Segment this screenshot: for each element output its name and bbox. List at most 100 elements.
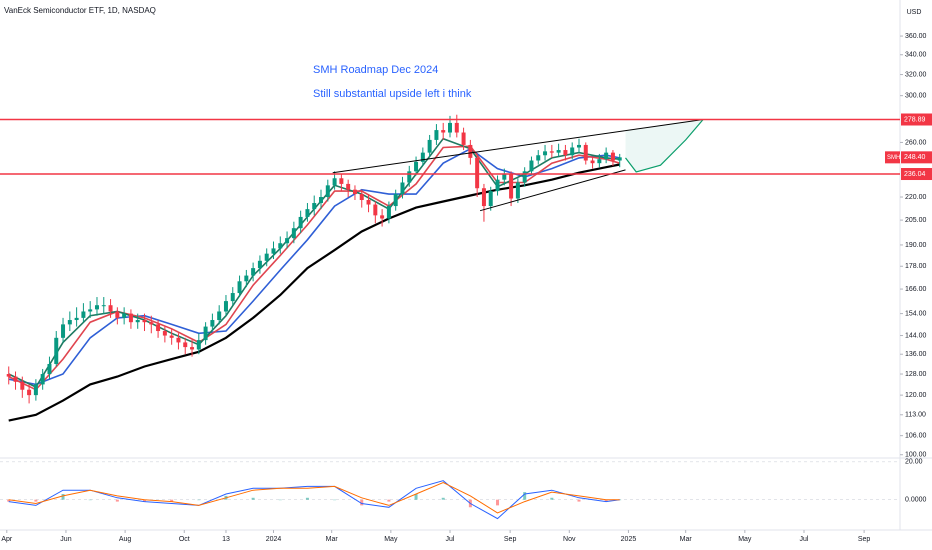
candle-body [597, 159, 602, 164]
y-tick-label: 136.00 [905, 351, 927, 358]
last-price-label: 248.40 [904, 154, 926, 161]
candle-body [481, 188, 486, 207]
candle-body [583, 144, 588, 161]
candle-body [543, 151, 548, 156]
candle-body [156, 324, 161, 332]
macd-histogram-bar [278, 499, 282, 501]
candle-body [563, 150, 568, 156]
candle-body [298, 216, 303, 229]
candle-body [210, 320, 215, 327]
price-label-box [901, 168, 932, 181]
y-tick-label: 128.00 [905, 371, 927, 378]
candle-body [509, 174, 514, 199]
candle-body [33, 384, 38, 396]
candle-body [454, 122, 459, 133]
candle-body [162, 331, 167, 336]
candle-body [352, 189, 357, 195]
y-tick-label: 144.00 [905, 332, 927, 339]
currency-label: USD [907, 9, 922, 16]
x-tick-label: Jul [446, 536, 455, 543]
x-tick-label: Apr [1, 536, 13, 543]
candle-body [325, 185, 330, 198]
candle-body [217, 311, 222, 321]
macd-tick-label: 20.00 [905, 459, 923, 466]
x-tick-label: Sep [858, 536, 871, 543]
last-price-box [901, 151, 932, 164]
macd-histogram-bar [197, 499, 201, 501]
candle-body [373, 204, 378, 216]
candle-body [74, 317, 79, 321]
symbol-box [885, 151, 900, 164]
candle-body [244, 275, 249, 282]
candle-body [434, 130, 439, 140]
y-tick-label: 220.00 [905, 194, 927, 201]
candle-body [319, 197, 324, 204]
candle-body [251, 268, 256, 276]
candle-body [305, 209, 310, 217]
candle-body [190, 347, 195, 350]
candle-body [13, 376, 18, 382]
candle-body [135, 320, 140, 323]
candle-body [54, 337, 59, 364]
candle-body [475, 157, 480, 189]
macd-histogram-bar [88, 499, 92, 501]
macd-histogram-bar [115, 499, 119, 502]
candle-body [101, 305, 106, 307]
y-tick-label: 113.00 [905, 412, 926, 419]
candle-body [502, 174, 507, 180]
y-tick-label: 190.00 [905, 242, 927, 249]
macd-histogram-bar [523, 492, 527, 500]
y-tick-label: 100.00 [905, 452, 927, 459]
candle-body [169, 335, 174, 338]
macd-line [8, 480, 620, 520]
candle-body [271, 248, 276, 254]
y-tick-label: 178.00 [905, 263, 927, 270]
candle-body [115, 311, 120, 318]
candle-body [237, 281, 242, 294]
x-tick-label: May [738, 536, 752, 543]
candle-body [81, 311, 86, 318]
candle-body [448, 122, 452, 133]
macd-histogram-bar [305, 497, 309, 500]
macd-histogram-bar [7, 499, 11, 502]
candle-body [196, 340, 201, 350]
macd-histogram-bar [550, 497, 554, 500]
candle-body [278, 243, 283, 249]
macd-histogram-bar [577, 499, 581, 502]
symbol-label: SMH [887, 155, 900, 161]
candle-body [142, 320, 147, 323]
y-tick-label: 360.00 [905, 33, 927, 40]
candle-body [549, 151, 554, 153]
price-label: 278.89 [904, 116, 926, 123]
x-tick-label: Mar [326, 536, 339, 543]
candle-body [27, 389, 32, 396]
candle-body [610, 152, 615, 161]
x-tick-label: 2024 [266, 536, 282, 543]
macd-histogram-bar [170, 499, 174, 502]
candle-body [617, 157, 622, 161]
candle-body [427, 139, 432, 153]
candle-body [495, 179, 500, 192]
x-tick-label: 13 [222, 536, 230, 543]
macd-line [8, 482, 620, 514]
candle-body [128, 313, 133, 323]
candle-body [264, 253, 269, 261]
candle-body [522, 171, 527, 183]
y-tick-label: 120.00 [905, 392, 927, 399]
trendline [479, 169, 626, 212]
candle-body [420, 152, 425, 162]
moving-average [8, 163, 620, 422]
macd-histogram-bar [604, 499, 608, 502]
candle-body [359, 194, 364, 201]
macd-histogram-bar [441, 497, 445, 500]
candle-body [6, 374, 11, 377]
macd-histogram-bar [496, 499, 500, 506]
candle-body [61, 324, 66, 338]
candle-body [570, 147, 575, 156]
candle-body [400, 182, 405, 195]
trendline [332, 119, 704, 174]
candle-body [468, 144, 473, 158]
price-label: 236.04 [904, 171, 926, 178]
candle-body [183, 342, 188, 348]
